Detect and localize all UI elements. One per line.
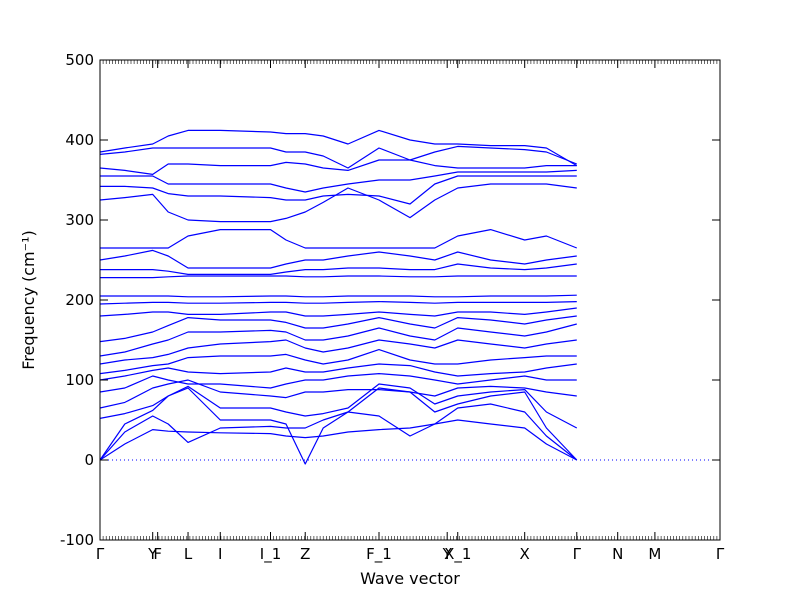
x-tick-label: F_1	[366, 545, 392, 564]
phonon-branch-19	[99, 183, 577, 223]
y-tick-label: 400	[65, 131, 94, 149]
x-axis-ticks: Γ YF L I I_1 Z F_1 YX_1 X Γ N M Γ	[96, 60, 725, 564]
x-tick-label: X_1	[444, 545, 471, 564]
series-layer	[99, 129, 578, 465]
phonon-branch-14	[100, 294, 577, 298]
x-tick-label: Y	[147, 545, 158, 563]
plot-frame	[99, 59, 721, 541]
x-tick-label: X	[520, 545, 530, 563]
y-tick-label: 300	[65, 211, 94, 229]
y-tick-label: 200	[65, 291, 94, 309]
phonon-branch-9	[99, 339, 577, 365]
y-tick-label: 500	[65, 51, 94, 69]
x-tick-label: Z	[300, 545, 310, 563]
phonon-branch-6	[99, 373, 577, 393]
phonon-branch-18	[100, 229, 578, 249]
phonon-branch-10	[99, 323, 577, 357]
x-tick-label: I_1	[260, 545, 281, 564]
y-tick-label: -100	[60, 531, 94, 549]
phonon-branch-24	[99, 129, 578, 167]
y-tick-label: 0	[84, 451, 94, 469]
phonon-branch-8	[99, 349, 577, 375]
phonon-branch-15	[100, 275, 577, 279]
x-tick-label: Γ	[716, 545, 725, 563]
phonon-branch-21	[100, 169, 577, 193]
x-tick-label: Y	[442, 545, 453, 563]
x-tick-label: Γ	[573, 545, 582, 563]
phonon-branch-22	[99, 159, 577, 175]
phonon-branch-16	[100, 263, 577, 275]
phonon-branch-12	[99, 307, 577, 317]
phonon-branch-17	[99, 249, 577, 269]
x-tick-label: F	[153, 545, 162, 563]
minor-x-ticks	[99, 60, 721, 540]
x-tick-label: M	[648, 545, 661, 563]
phonon-branch-5	[99, 379, 577, 409]
y-axis-label: Frequency (cm⁻¹)	[19, 230, 38, 369]
phonon-branch-13	[99, 301, 577, 305]
phonon-branch-7	[99, 363, 577, 381]
phonon-branch-1	[99, 419, 578, 461]
phonon-branch-4	[99, 383, 578, 429]
phonon-branch-11	[99, 315, 577, 343]
phonon-branch-20	[100, 175, 577, 205]
phonon-branch-23	[99, 145, 578, 169]
phonon-branch-2	[99, 403, 578, 461]
y-tick-label: 100	[65, 371, 94, 389]
x-axis-label: Wave vector	[360, 569, 460, 588]
x-tick-label: Γ	[96, 545, 105, 563]
x-tick-label: L	[184, 545, 193, 563]
x-tick-label: N	[612, 545, 623, 563]
y-axis-ticks: -100 0 100 200 300 400 500	[60, 51, 720, 549]
x-tick-label: I	[218, 545, 222, 563]
